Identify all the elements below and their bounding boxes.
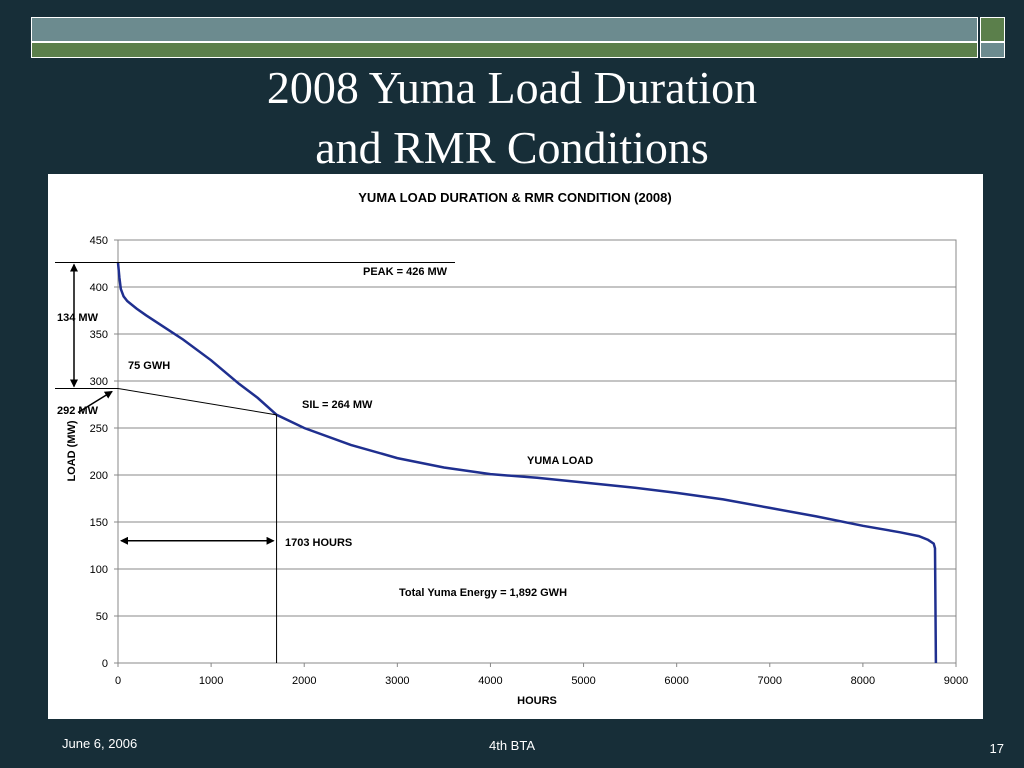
energy-label: Total Yuma Energy = 1,892 GWH (399, 587, 567, 599)
y-tick-label-300: 300 (90, 376, 108, 388)
hours-label: 1703 HOURS (285, 537, 352, 549)
header-bar-green (31, 42, 978, 58)
gridlines (114, 239, 957, 667)
series-label-yuma-load: YUMA LOAD (527, 455, 593, 467)
y-tick-label-0: 0 (102, 658, 108, 670)
chart-panel: YUMA LOAD DURATION & RMR CONDITION (2008… (48, 174, 983, 719)
y-tick-label-100: 100 (90, 564, 108, 576)
x-axis-label: HOURS (517, 695, 557, 707)
x-tick-label-4000: 4000 (478, 675, 502, 687)
gwh-label: 75 GWH (128, 360, 170, 372)
y-tick-label-250: 250 (90, 423, 108, 435)
x-tick-label-9000: 9000 (944, 675, 968, 687)
y-axis-label: LOAD (MW) (66, 420, 78, 481)
rmr-slope-line (117, 388, 277, 416)
x-tick-label-2000: 2000 (292, 675, 316, 687)
x-tick-label-1000: 1000 (199, 675, 223, 687)
y-tick-label-450: 450 (90, 235, 108, 247)
slide-title: 2008 Yuma Load Duration and RMR Conditio… (0, 58, 1024, 178)
y-tick-label-200: 200 (90, 470, 108, 482)
footer-center: 4th BTA (488, 738, 535, 753)
footer-date: June 6, 2006 (62, 736, 138, 751)
header-square-green (980, 17, 1005, 42)
peak-label: PEAK = 426 MW (363, 266, 448, 278)
x-tick-label-8000: 8000 (851, 675, 875, 687)
x-tick-label-0: 0 (115, 675, 121, 687)
slide-title-line-1: 2008 Yuma Load Duration (266, 62, 758, 113)
x-tick-label-6000: 6000 (664, 675, 688, 687)
mw-292-pointer-arrow (77, 390, 113, 414)
y-tick-label-150: 150 (90, 517, 108, 529)
plot-area-frame (117, 239, 957, 664)
sil-label: SIL = 264 MW (302, 399, 373, 411)
y-tick-label-350: 350 (90, 329, 108, 341)
annotation-lines (55, 262, 455, 663)
y-tick-label-50: 50 (96, 611, 108, 623)
x-tick-label-7000: 7000 (758, 675, 782, 687)
header-bar-top (31, 17, 978, 42)
mw-134-label: 134 MW (57, 312, 99, 324)
mw-292-label: 292 MW (57, 405, 99, 417)
load-duration-chart: YUMA LOAD DURATION & RMR CONDITION (2008… (55, 190, 968, 707)
y-tick-labels: 0 50 100 150 200 250 300 350 400 450 (90, 235, 108, 670)
x-tick-label-5000: 5000 (571, 675, 595, 687)
page-number: 17 (989, 741, 1004, 756)
header-square-blue (980, 42, 1005, 58)
slide-title-line-2: and RMR Conditions (315, 122, 709, 173)
series-line-yuma-load (116, 262, 938, 664)
x-tick-labels: 0 1000 2000 3000 4000 5000 6000 7000 8000 9000 (115, 675, 968, 687)
y-tick-label-400: 400 (90, 282, 108, 294)
x-tick-label-3000: 3000 (385, 675, 409, 687)
chart-title: YUMA LOAD DURATION & RMR CONDITION (2008… (358, 190, 671, 205)
